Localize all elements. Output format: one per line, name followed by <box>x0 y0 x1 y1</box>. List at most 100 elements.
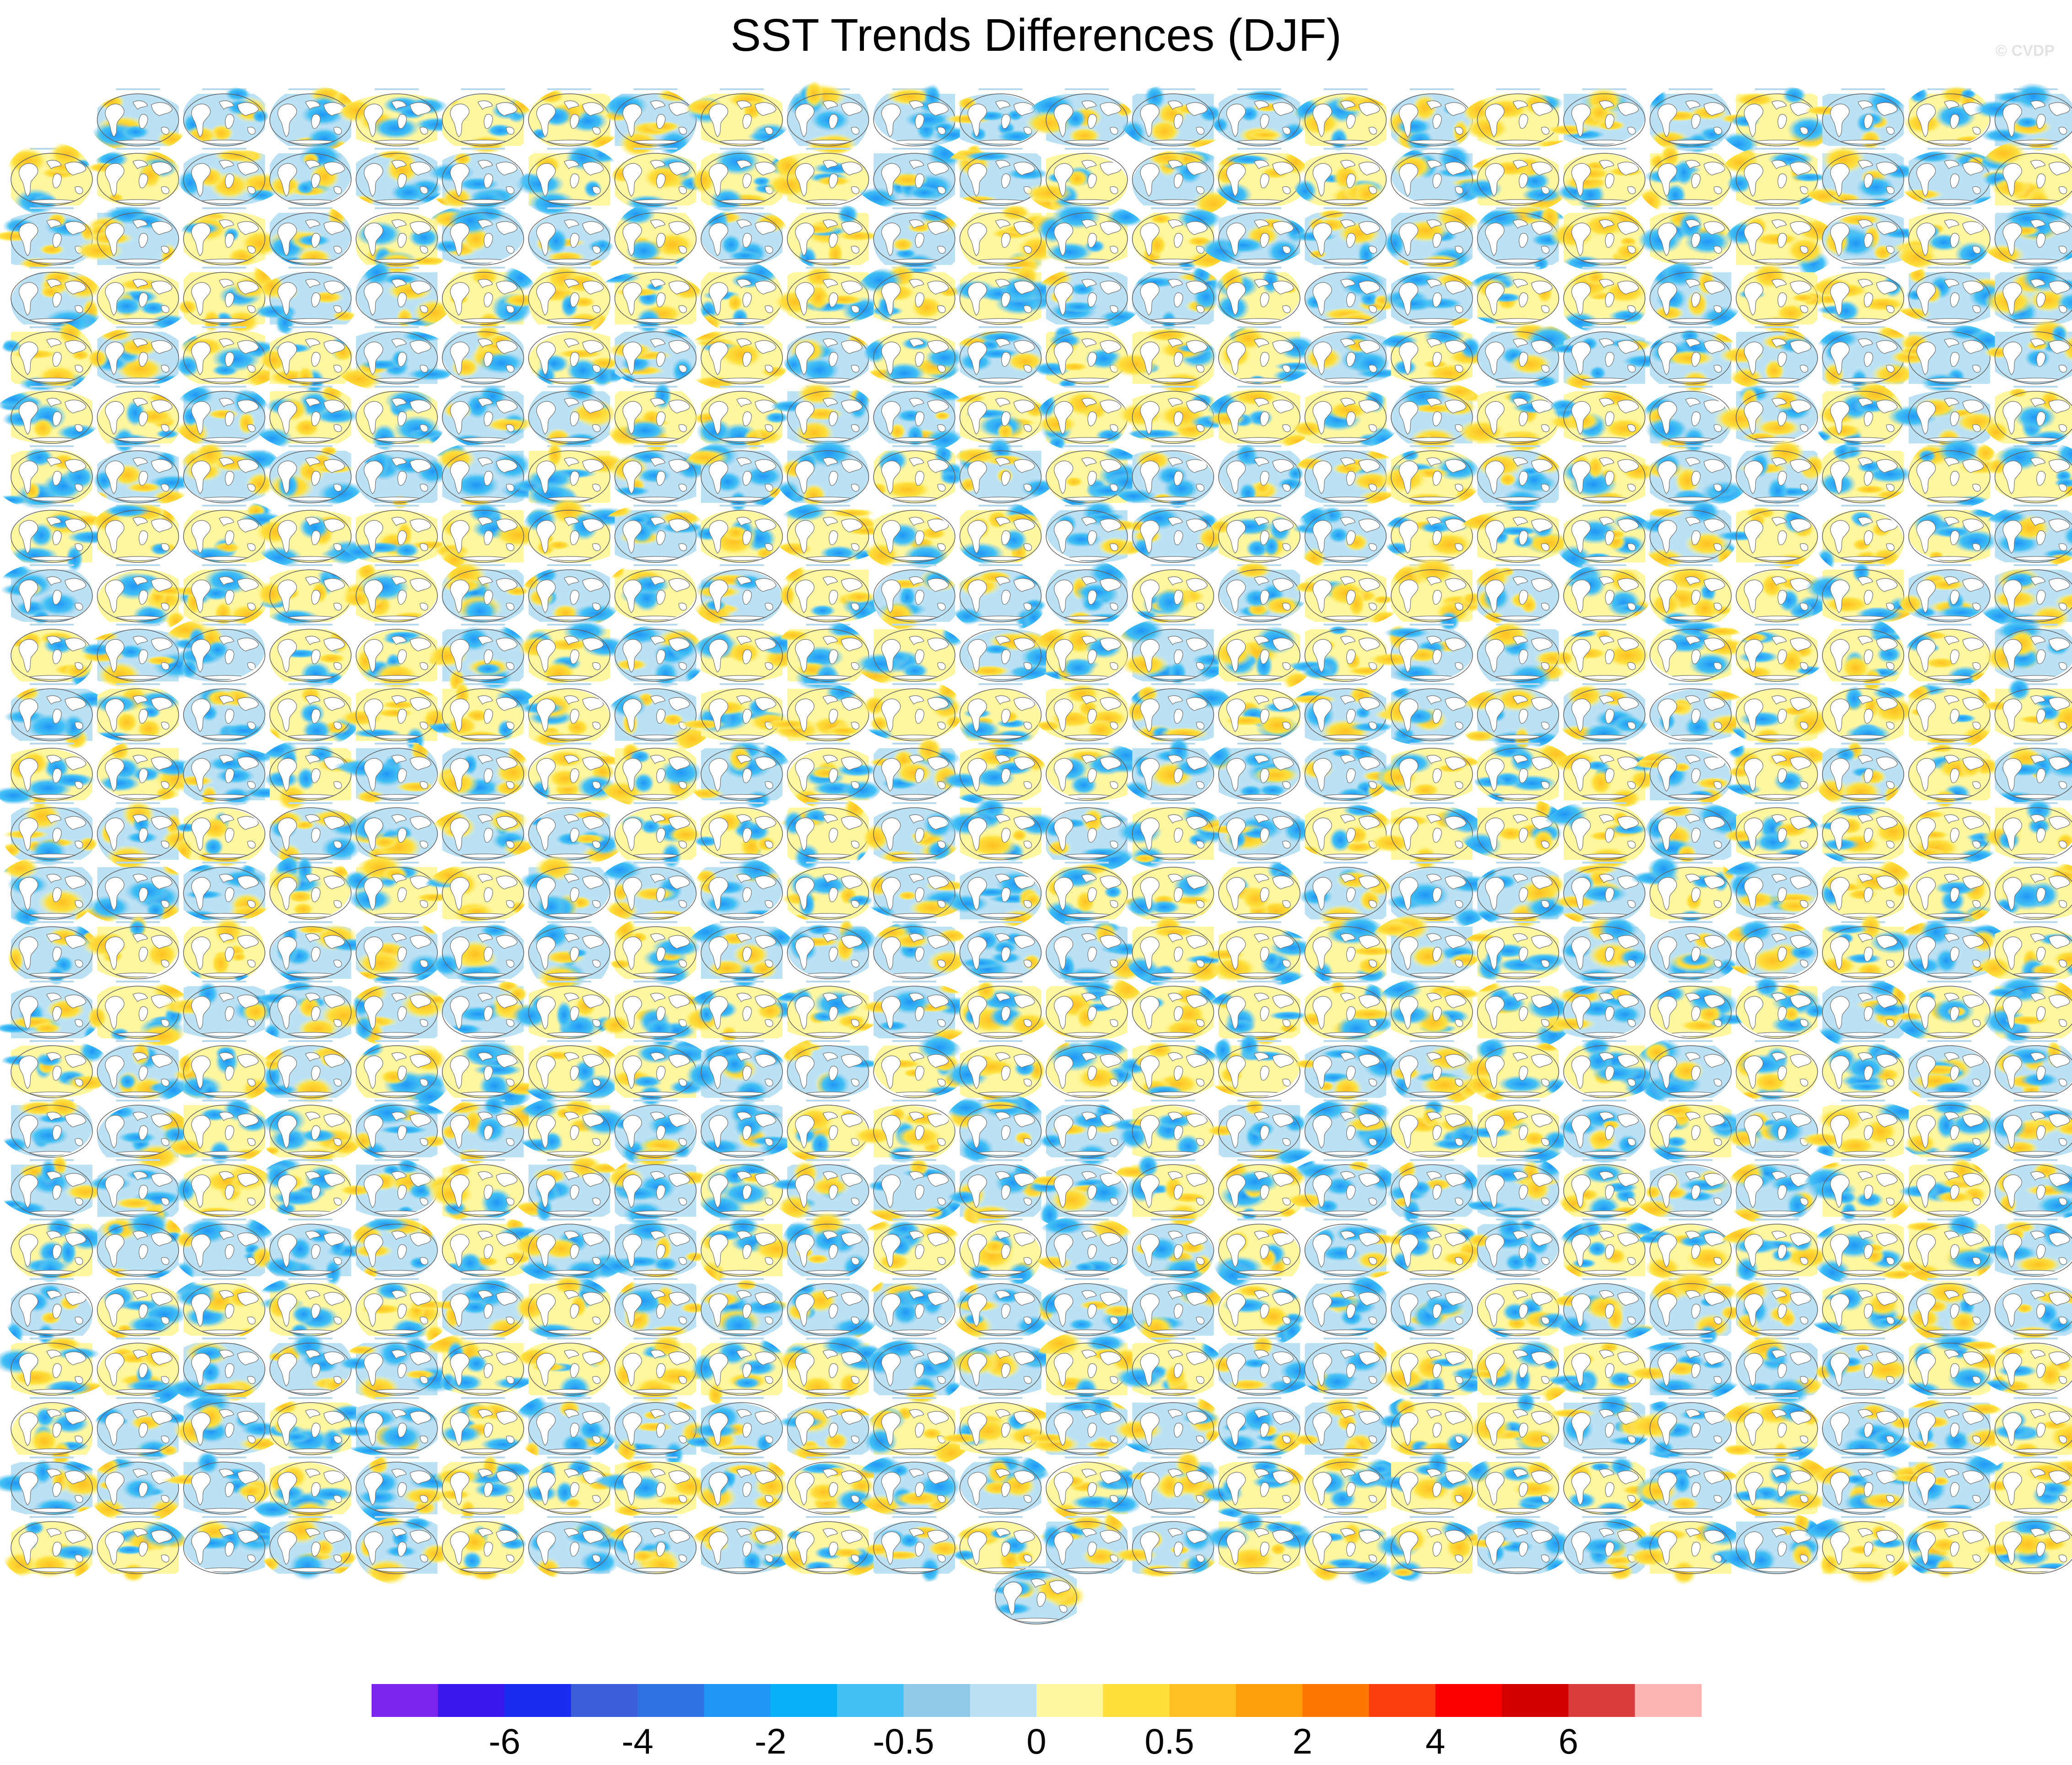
map-panel <box>1212 624 1315 692</box>
map-panel <box>1908 437 2004 508</box>
map-panel <box>335 1397 442 1457</box>
map-panel <box>1813 802 1913 865</box>
map-panel <box>952 1516 1042 1574</box>
map-panel <box>434 742 530 801</box>
map-panel <box>253 981 368 1043</box>
map-panel <box>1902 1040 1991 1103</box>
map-panel <box>528 919 610 993</box>
map-panel <box>1386 88 1473 153</box>
map-panel <box>165 1338 265 1404</box>
map-panel <box>691 624 803 682</box>
map-panel <box>1982 386 2072 449</box>
map-panel <box>1038 1278 1147 1337</box>
map-panel <box>1803 88 1910 151</box>
map-panel <box>1649 564 1734 630</box>
colorbar-swatch <box>1236 1684 1303 1717</box>
map-panel <box>86 326 188 387</box>
map-panel <box>1552 862 1646 925</box>
map-panel <box>1032 683 1129 741</box>
map-panel <box>251 383 360 450</box>
map-panel <box>1459 1153 1564 1220</box>
colorbar-tick-label: 4 <box>1425 1721 1445 1761</box>
map-panel <box>0 1096 93 1158</box>
map-panel <box>944 1040 1046 1102</box>
map-panel <box>1559 267 1648 334</box>
map-panel <box>259 1100 364 1164</box>
map-panel <box>950 1278 1052 1341</box>
map-panel <box>528 264 611 338</box>
map-panel <box>1132 981 1221 1041</box>
map-panel <box>1304 267 1400 327</box>
map-panel <box>952 326 1045 384</box>
map-panel <box>1725 1159 1818 1225</box>
map-panel <box>519 855 610 921</box>
map-panel <box>1897 564 1991 622</box>
colorbar-swatch <box>770 1684 837 1717</box>
map-panel <box>780 1036 881 1098</box>
map-panel <box>853 1454 962 1517</box>
map-panel <box>76 860 189 925</box>
map-panel <box>786 79 869 157</box>
map-panel <box>513 1393 620 1462</box>
map-panel <box>1131 264 1225 333</box>
map-panel <box>1466 1217 1559 1277</box>
map-panel <box>604 1516 697 1575</box>
map-panel <box>1203 1033 1300 1098</box>
map-panel <box>682 981 799 1045</box>
map-panel <box>1627 1516 1747 1586</box>
map-panel <box>1296 802 1393 860</box>
map-panel <box>1540 801 1648 871</box>
map-panel <box>1385 1158 1481 1227</box>
map-panel <box>1036 1509 1131 1581</box>
map-panel <box>606 561 697 622</box>
map-panel <box>5 141 93 216</box>
map-panel <box>697 260 783 334</box>
map-panel <box>1556 624 1652 682</box>
map-panel <box>74 205 179 272</box>
map-panel <box>958 921 1042 981</box>
map-panel <box>269 624 352 689</box>
map-panel <box>96 1278 188 1343</box>
map-panel <box>858 1158 966 1224</box>
map-panel <box>174 862 276 923</box>
map-panel <box>1029 203 1147 265</box>
map-panel <box>696 1159 783 1222</box>
map-panel <box>1736 564 1830 622</box>
map-panel <box>1035 386 1128 452</box>
map-panel <box>266 203 352 267</box>
map-panel <box>765 148 869 206</box>
colorbar-swatch <box>1169 1684 1236 1717</box>
map-panel <box>1292 504 1387 569</box>
map-panel <box>1976 140 2072 216</box>
map-panel <box>1367 623 1473 683</box>
map-panel <box>1031 624 1128 682</box>
map-panel <box>440 88 535 154</box>
map-panel <box>1908 1278 1991 1344</box>
map-panel <box>1116 802 1230 870</box>
map-panel <box>937 1397 1058 1455</box>
map-panel <box>258 326 355 396</box>
figure-title: SST Trends Differences (DJF) <box>730 10 1342 61</box>
map-panel <box>1465 1516 1572 1576</box>
colorbar-swatch <box>504 1684 572 1717</box>
map-panel <box>1887 386 1999 452</box>
map-panel <box>356 1516 454 1586</box>
map-panel <box>1108 1100 1214 1159</box>
map-panel <box>433 1278 529 1341</box>
map-panel <box>780 862 874 923</box>
map-panel <box>518 1040 624 1105</box>
map-panel <box>422 205 524 265</box>
map-panel <box>1727 683 1833 746</box>
map-panel <box>1477 1278 1570 1340</box>
map-panel <box>1043 862 1128 929</box>
map-panel <box>1896 1099 2001 1162</box>
map-panel <box>1807 1457 1921 1515</box>
map-panel <box>423 1159 524 1222</box>
map-panel <box>1301 1097 1401 1158</box>
map-panel <box>1646 85 1732 154</box>
map-panel <box>1459 683 1563 753</box>
map-panel <box>86 148 182 206</box>
colorbar-swatch <box>1502 1684 1569 1717</box>
map-panel <box>1113 1392 1223 1456</box>
map-panel <box>862 505 955 570</box>
